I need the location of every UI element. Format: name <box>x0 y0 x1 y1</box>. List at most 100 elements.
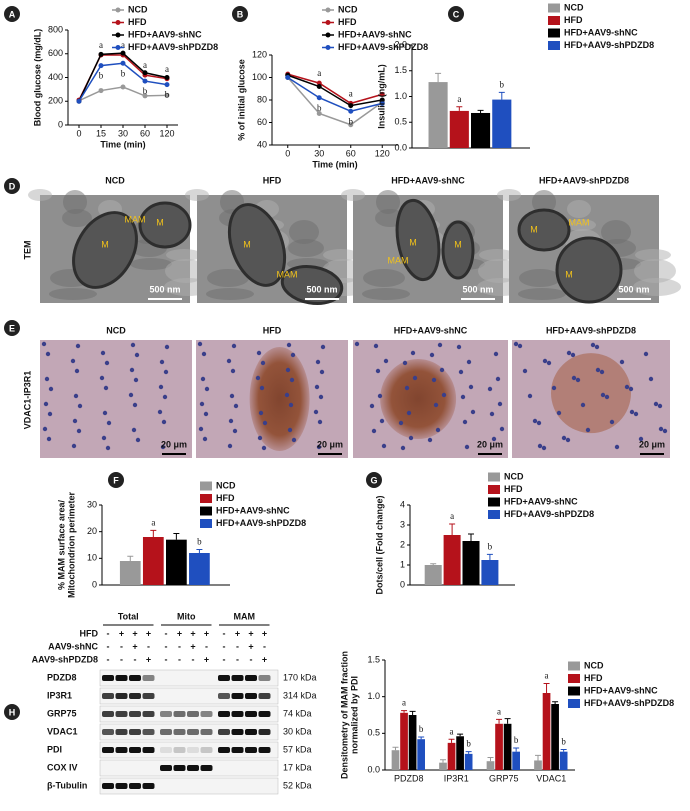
significance-label: b <box>317 103 322 113</box>
panel-letter: G <box>370 475 377 485</box>
bar <box>119 561 141 585</box>
image-title: HFD+AAV9-shPDZD8 <box>546 325 636 335</box>
bar <box>443 535 461 585</box>
point <box>98 63 104 69</box>
x-tick-label: IP3R1 <box>444 773 469 783</box>
point <box>348 108 354 114</box>
nucleus <box>594 344 600 350</box>
legend-label: NCD <box>564 2 584 12</box>
nucleus <box>261 445 267 451</box>
image-title: HFD <box>263 175 282 185</box>
nucleus <box>441 392 447 398</box>
nucleus <box>604 394 610 400</box>
nucleus <box>629 409 635 415</box>
texture <box>341 189 365 201</box>
band <box>129 783 141 789</box>
scale-bar-label: 20 μm <box>639 439 665 449</box>
nucleus <box>314 384 320 390</box>
nucleus <box>291 437 297 443</box>
band <box>218 711 230 717</box>
nucleus <box>158 384 164 390</box>
legend-swatch <box>200 519 212 528</box>
nucleus <box>517 343 523 349</box>
condition-sign: + <box>190 628 195 638</box>
nucleus <box>313 409 319 415</box>
legend-marker <box>115 32 121 38</box>
legend-label: NCD <box>128 4 148 14</box>
error-bar <box>196 549 203 553</box>
nucleus <box>565 437 571 443</box>
nucleus <box>71 443 77 449</box>
band <box>245 711 257 717</box>
nucleus <box>199 401 205 407</box>
x-tick-label: 120 <box>375 148 390 158</box>
nucleus <box>435 427 441 433</box>
condition-sign: + <box>235 628 240 638</box>
nucleus <box>537 443 543 449</box>
band <box>115 693 128 699</box>
band <box>231 693 244 699</box>
image-title: HFD+AAV9-shPDZD8 <box>539 175 629 185</box>
band <box>129 747 141 753</box>
y-tick-label: 0 <box>400 579 405 589</box>
bar <box>462 541 480 585</box>
point <box>98 88 104 94</box>
condition-sign: + <box>248 628 253 638</box>
nucleus <box>320 344 326 350</box>
condition-label: AAV9-shNC <box>48 641 98 651</box>
condition-sign: - <box>192 654 195 664</box>
y-axis-label: Dots/cell (Fold change) <box>374 495 384 594</box>
band <box>173 729 186 735</box>
y-axis-label: Mitochondrion perimeter <box>66 492 76 599</box>
error-bar <box>486 553 493 560</box>
texture <box>566 219 596 231</box>
point <box>285 75 291 80</box>
image-label: M <box>565 269 573 279</box>
texture <box>532 190 556 214</box>
x-tick-label: 60 <box>140 128 150 138</box>
legend-swatch <box>488 497 500 507</box>
bar <box>471 112 491 148</box>
nucleus <box>628 386 634 392</box>
legend-label: HFD+AAV9-shPDZD8 <box>338 42 428 52</box>
nucleus <box>527 393 533 399</box>
nucleus <box>497 401 503 407</box>
image-label: M <box>530 224 538 234</box>
band <box>258 711 271 717</box>
nucleus <box>437 342 443 348</box>
bar <box>503 723 512 770</box>
condition-sign: - <box>120 641 123 651</box>
condition-sign: - <box>263 641 266 651</box>
nucleus <box>132 402 138 408</box>
band <box>258 729 271 735</box>
error-bar <box>457 733 464 737</box>
scale-bar-label: 20 μm <box>477 439 503 449</box>
mitochondrion <box>138 201 192 249</box>
nucleus <box>398 420 404 426</box>
image-title: HFD+AAV9-shNC <box>391 175 465 185</box>
nucleus <box>104 360 110 366</box>
legend-marker <box>115 45 121 50</box>
y-tick-label: 400 <box>48 72 63 82</box>
legend-label: HFD <box>564 15 583 25</box>
nucleus <box>551 385 557 391</box>
texture <box>519 269 561 287</box>
blot-group: Mito <box>177 611 196 621</box>
significance-label: a <box>450 511 454 521</box>
nucleus <box>105 445 111 451</box>
legend-label: HFD+AAV9-shNC <box>128 29 202 39</box>
x-tick-label: 0 <box>285 148 290 158</box>
bar <box>464 753 473 770</box>
bar <box>534 760 542 770</box>
x-tick-label: 0 <box>76 128 81 138</box>
panel-letter: E <box>9 323 15 333</box>
error-bar <box>477 109 484 113</box>
error-bar <box>392 746 399 751</box>
x-tick-label: 15 <box>96 128 106 138</box>
y-tick-label: 1.5 <box>394 65 407 75</box>
significance-label: a <box>151 517 155 527</box>
islet <box>380 359 457 439</box>
band <box>173 747 186 753</box>
significance-label: b <box>197 537 202 547</box>
significance-label: a <box>457 94 461 104</box>
